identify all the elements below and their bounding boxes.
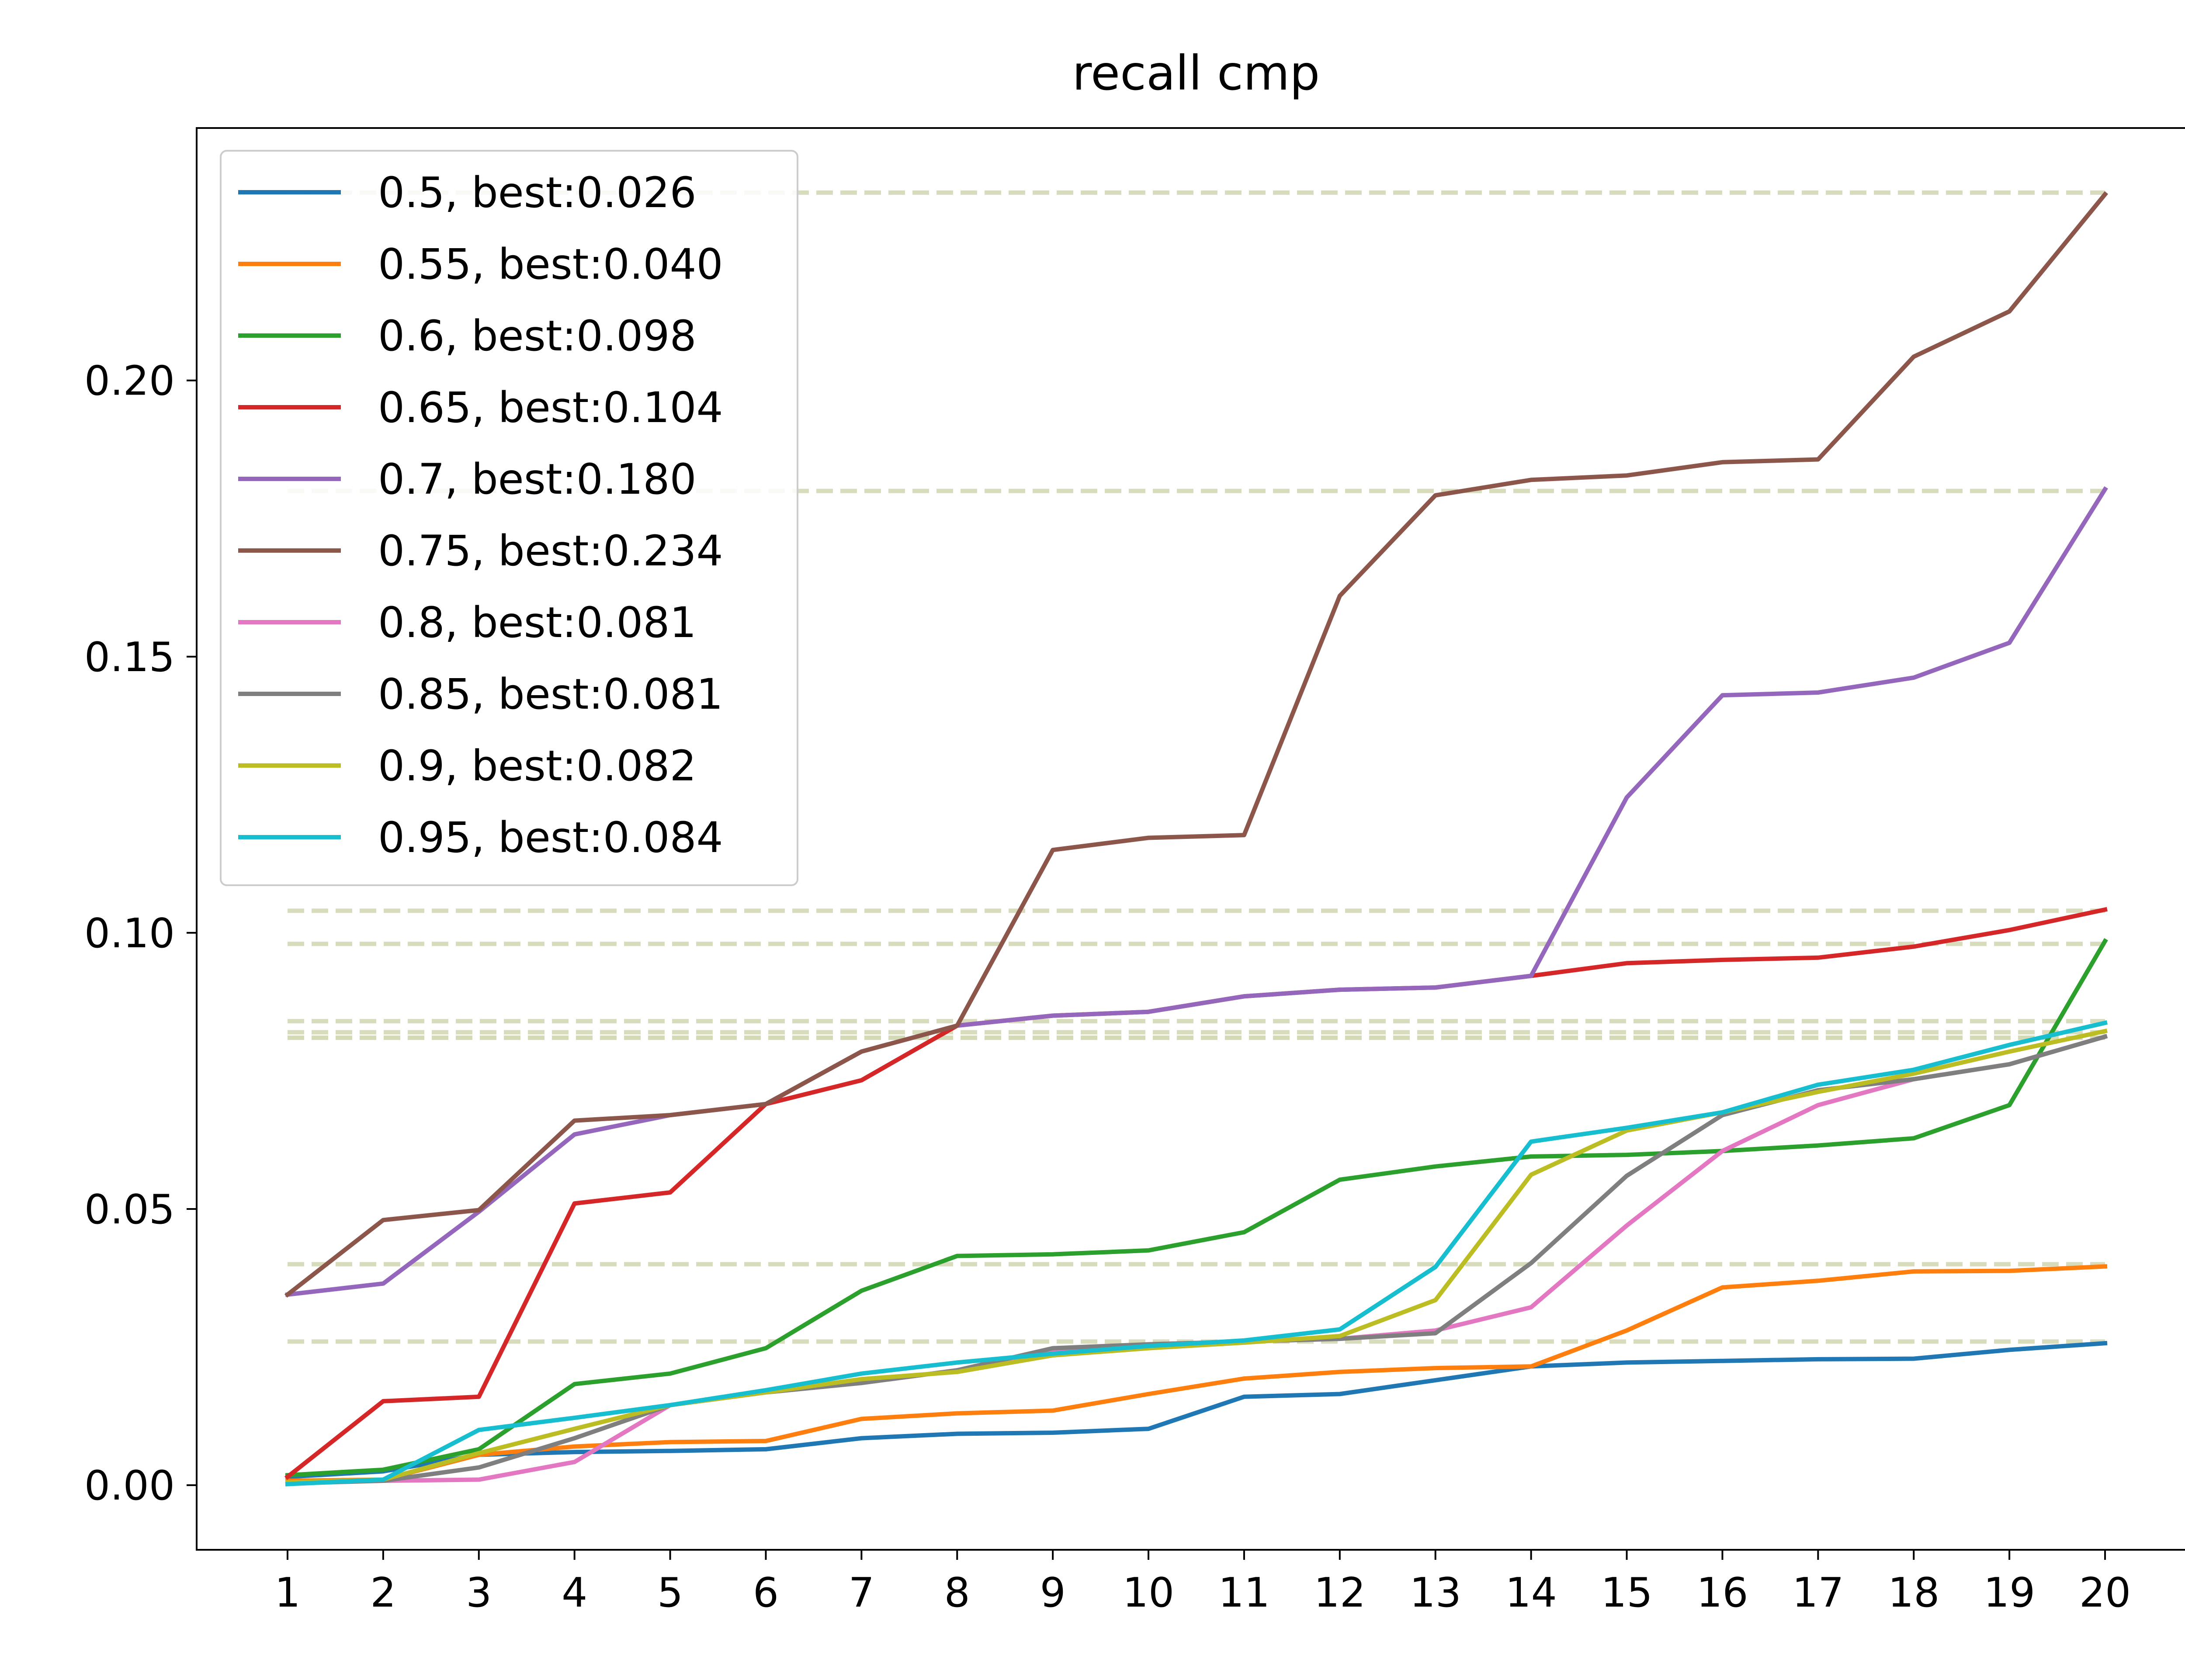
x-tick-label-3: 4 [562,1569,587,1616]
x-tick-label-16: 17 [1792,1569,1844,1616]
series-line-1 [285,1264,2108,1483]
y-tick-label-2: 0.10 [84,910,175,957]
plot-frame [196,127,2185,1551]
legend-label-9: 0.95, best:0.084 [378,813,723,862]
y-tick-label-4: 0.20 [84,357,175,405]
x-tick-label-10: 11 [1218,1569,1270,1616]
x-tick-label-5: 6 [753,1569,779,1616]
legend-box [220,150,798,886]
y-tick-label-1: 0.05 [84,1186,175,1233]
x-tick-label-1: 2 [370,1569,396,1616]
chart-title: recall cmp [1072,45,1320,101]
x-tick-label-13: 14 [1505,1569,1557,1616]
x-tick-label-11: 12 [1314,1569,1366,1616]
legend-label-5: 0.75, best:0.234 [378,527,723,575]
x-axis: 1 2 3 4 5 6 7 8 9 10 11 12 13 14 15 16 17 18 19 20 [274,1550,2131,1616]
legend-label-7: 0.85, best:0.081 [378,670,723,719]
y-axis: 0.00 0.05 0.10 0.15 0.20 [84,357,197,1509]
x-tick-label-14: 15 [1601,1569,1652,1616]
x-tick-label-6: 7 [849,1569,874,1616]
x-tick-label-17: 18 [1888,1569,1939,1616]
legend: 0.5, best:0.026 0.55, best:0.040 0.6, best… [220,150,798,886]
legend-label-4: 0.7, best:0.180 [378,455,697,504]
series-line-9 [285,1020,2108,1486]
legend-label-8: 0.9, best:0.082 [378,741,697,790]
y-tick-label-3: 0.15 [84,634,175,681]
x-tick-label-2: 3 [466,1569,492,1616]
x-tick-label-19: 20 [2079,1569,2131,1616]
legend-label-1: 0.55, best:0.040 [378,240,723,289]
legend-label-3: 0.65, best:0.104 [378,383,723,432]
series-line-4 [285,486,2108,1297]
x-tick-label-0: 1 [274,1569,300,1616]
legend-label-2: 0.6, best:0.098 [378,312,697,360]
series-line-8 [285,1028,2108,1485]
series-line-5 [284,191,2109,1298]
x-tick-label-7: 8 [944,1569,970,1616]
legend-label-0: 0.5, best:0.026 [378,168,697,217]
y-tick-label-0: 0.00 [84,1462,175,1509]
series-line-2 [285,938,2108,1478]
x-tick-label-18: 19 [1984,1569,2035,1616]
series-lines [284,191,2109,1486]
x-tick-label-9: 10 [1123,1569,1174,1616]
x-tick-label-15: 16 [1696,1569,1748,1616]
x-tick-label-4: 5 [657,1569,683,1616]
legend-label-6: 0.8, best:0.081 [378,598,697,647]
x-tick-label-12: 13 [1410,1569,1461,1616]
x-tick-label-8: 9 [1040,1569,1066,1616]
